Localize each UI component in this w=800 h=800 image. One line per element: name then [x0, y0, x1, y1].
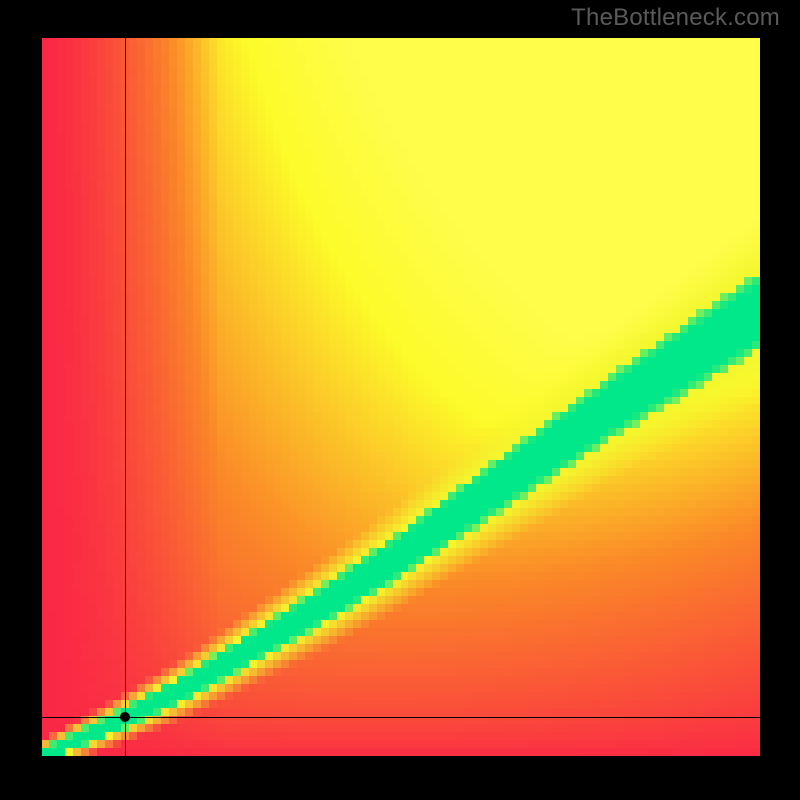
marker-dot	[120, 712, 130, 722]
crosshair-vertical	[125, 38, 126, 756]
chart-container: { "watermark": "TheBottleneck.com", "cha…	[0, 0, 800, 800]
heatmap-canvas	[42, 38, 760, 756]
watermark-text: TheBottleneck.com	[571, 4, 780, 32]
heatmap-plot	[42, 38, 760, 756]
crosshair-horizontal	[42, 717, 760, 718]
